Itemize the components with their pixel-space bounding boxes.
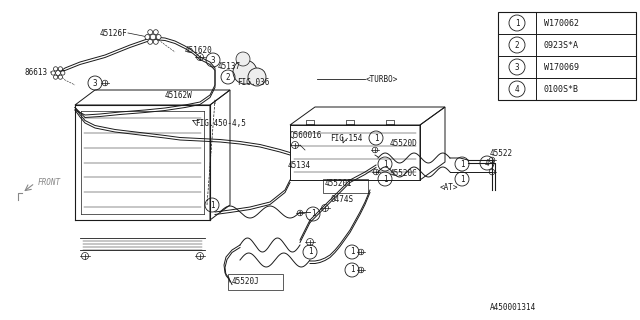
Text: <TURBO>: <TURBO>: [366, 75, 398, 84]
Text: 0474S: 0474S: [330, 196, 353, 204]
Text: 45520J: 45520J: [232, 277, 260, 286]
Text: 3: 3: [515, 62, 519, 71]
Text: 45520C: 45520C: [390, 169, 418, 178]
Text: FRONT: FRONT: [38, 178, 61, 187]
Text: 1: 1: [349, 247, 355, 257]
Text: 0100S*B: 0100S*B: [544, 84, 579, 93]
Text: 45126F: 45126F: [100, 28, 128, 37]
Circle shape: [233, 60, 257, 84]
Circle shape: [148, 39, 153, 44]
Circle shape: [58, 75, 63, 79]
Text: 4: 4: [515, 84, 519, 93]
Text: 451620: 451620: [185, 45, 212, 54]
Circle shape: [236, 52, 250, 66]
Text: 1: 1: [383, 159, 387, 169]
Circle shape: [154, 39, 158, 44]
Circle shape: [54, 75, 58, 79]
Text: 86613: 86613: [24, 68, 47, 76]
Text: 1: 1: [210, 201, 214, 210]
Text: 1: 1: [374, 133, 378, 142]
Circle shape: [145, 35, 150, 39]
Text: 45520D: 45520D: [390, 139, 418, 148]
Text: 1: 1: [460, 159, 464, 169]
Text: 45162W: 45162W: [165, 91, 193, 100]
Circle shape: [56, 71, 60, 76]
Circle shape: [54, 67, 58, 71]
Text: W170069: W170069: [544, 62, 579, 71]
Text: A450001314: A450001314: [490, 303, 536, 313]
Text: 45137: 45137: [218, 61, 241, 70]
Circle shape: [150, 34, 156, 40]
Text: 3: 3: [93, 78, 97, 87]
Text: 45134: 45134: [288, 161, 311, 170]
Bar: [498, 12, 636, 100]
Bar: [323, 179, 368, 193]
Text: 1: 1: [460, 174, 464, 183]
Text: 1: 1: [310, 210, 316, 219]
Text: 2: 2: [226, 73, 230, 82]
Text: <AT>: <AT>: [440, 182, 458, 191]
Text: 0923S*A: 0923S*A: [544, 41, 579, 50]
Text: 1: 1: [349, 266, 355, 275]
Text: Q560016: Q560016: [290, 131, 323, 140]
Text: 3: 3: [211, 55, 215, 65]
Text: W170062: W170062: [544, 19, 579, 28]
Circle shape: [51, 71, 55, 75]
Text: 4: 4: [484, 158, 490, 167]
Circle shape: [154, 30, 158, 35]
Circle shape: [61, 71, 65, 75]
Text: 1: 1: [308, 247, 312, 257]
Text: 1: 1: [515, 19, 519, 28]
Text: FIG.450-4,5: FIG.450-4,5: [195, 118, 246, 127]
Text: 1: 1: [383, 174, 387, 183]
Text: 45520I: 45520I: [325, 179, 353, 188]
Text: 2: 2: [515, 41, 519, 50]
Circle shape: [156, 35, 161, 39]
Text: FIG.036: FIG.036: [237, 77, 269, 86]
Circle shape: [58, 67, 63, 71]
Bar: [228, 274, 283, 290]
Circle shape: [148, 30, 153, 35]
Circle shape: [248, 68, 266, 86]
Text: 45522: 45522: [490, 148, 513, 157]
Text: FIG.154: FIG.154: [330, 133, 362, 142]
